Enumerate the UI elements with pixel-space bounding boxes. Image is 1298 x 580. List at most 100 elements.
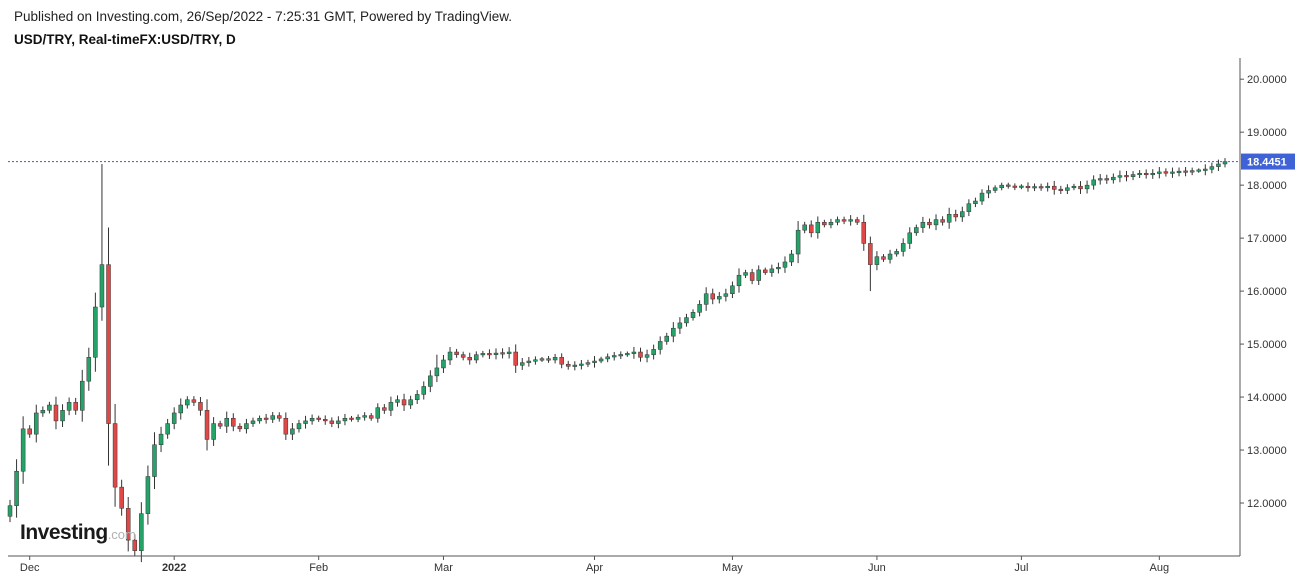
candle-body bbox=[99, 264, 105, 308]
candle-body bbox=[1143, 173, 1149, 176]
candle-body bbox=[631, 351, 637, 354]
candle bbox=[769, 264, 775, 277]
x-tick-label: 2022 bbox=[162, 562, 186, 574]
candle bbox=[132, 534, 138, 557]
candle-body bbox=[598, 358, 604, 362]
candle bbox=[474, 351, 479, 364]
candle-body bbox=[277, 415, 282, 419]
candle-body bbox=[474, 354, 479, 361]
candle bbox=[86, 347, 92, 391]
candle-body bbox=[1203, 168, 1208, 171]
candle bbox=[520, 358, 525, 370]
candle-body bbox=[1084, 184, 1090, 190]
candle bbox=[1124, 170, 1129, 182]
candle-body bbox=[257, 418, 262, 422]
candle bbox=[73, 397, 78, 415]
candle bbox=[99, 163, 105, 321]
candle-body bbox=[145, 476, 151, 514]
candle-body bbox=[421, 386, 427, 395]
x-tick-label: Feb bbox=[309, 562, 328, 574]
candle-body bbox=[1137, 173, 1142, 176]
candle-body bbox=[27, 428, 32, 435]
candle-body bbox=[1019, 185, 1024, 188]
candle bbox=[946, 207, 952, 229]
axes-layer: 12.0000 13.0000 14.0000 15.0000 16.0000 17.00… bbox=[8, 58, 1287, 574]
candle-body bbox=[828, 221, 834, 226]
candle-body bbox=[874, 256, 880, 265]
candle-body bbox=[703, 293, 709, 305]
candle-body bbox=[992, 187, 998, 191]
candle bbox=[125, 497, 131, 552]
candle bbox=[782, 256, 788, 273]
candle-body bbox=[684, 317, 689, 324]
candle-body bbox=[290, 428, 295, 435]
candle bbox=[625, 351, 630, 357]
candle-body bbox=[520, 362, 525, 366]
candle bbox=[710, 288, 715, 305]
candle-body bbox=[769, 268, 775, 273]
candle-body bbox=[999, 184, 1004, 189]
candle-body bbox=[349, 417, 354, 420]
x-tick-label: Jun bbox=[868, 562, 886, 574]
candle-body bbox=[1111, 176, 1116, 181]
candle bbox=[283, 412, 289, 440]
y-tick-label: 12.0000 bbox=[1247, 498, 1287, 510]
candle-body bbox=[40, 410, 46, 414]
candle bbox=[152, 432, 157, 490]
candle bbox=[730, 281, 735, 299]
candle bbox=[270, 411, 275, 423]
last-price-label-bg bbox=[1241, 153, 1295, 170]
candle-body bbox=[434, 367, 440, 377]
candle bbox=[27, 425, 32, 438]
candle bbox=[907, 227, 913, 249]
y-tick-label: 15.0000 bbox=[1247, 339, 1287, 351]
candle-body bbox=[355, 416, 361, 420]
candle-body bbox=[66, 402, 72, 411]
candle-body bbox=[79, 380, 85, 411]
candle-body bbox=[1150, 173, 1156, 176]
candle-body bbox=[973, 200, 978, 204]
candle bbox=[881, 254, 886, 262]
candle-body bbox=[171, 412, 177, 424]
candle-body bbox=[14, 470, 19, 506]
candle-body bbox=[690, 312, 696, 318]
candle-body bbox=[460, 354, 466, 358]
candle-body bbox=[1025, 185, 1031, 189]
candle-body bbox=[848, 219, 853, 222]
candle bbox=[874, 251, 880, 271]
candle bbox=[835, 216, 840, 226]
candle bbox=[999, 182, 1004, 191]
candle bbox=[546, 356, 551, 363]
candle bbox=[657, 336, 663, 355]
candle-body bbox=[204, 410, 210, 440]
candle-body bbox=[303, 420, 308, 424]
candle bbox=[447, 347, 453, 365]
candle bbox=[1019, 184, 1024, 190]
candle bbox=[480, 350, 486, 358]
candle-body bbox=[447, 351, 453, 361]
candle bbox=[736, 268, 742, 293]
candle-body bbox=[441, 359, 446, 369]
y-tick-label: 13.0000 bbox=[1247, 445, 1287, 457]
candle bbox=[940, 216, 945, 226]
candle bbox=[1025, 182, 1031, 192]
candle-body bbox=[414, 394, 420, 400]
candle-body bbox=[914, 227, 919, 234]
candle bbox=[861, 214, 867, 251]
candle-body bbox=[1157, 171, 1162, 174]
candle-body bbox=[185, 399, 190, 406]
candle bbox=[854, 216, 860, 225]
candle-body bbox=[1170, 171, 1175, 174]
x-tick-label: Mar bbox=[434, 562, 453, 574]
candle bbox=[1170, 167, 1175, 178]
candle-body bbox=[158, 433, 164, 445]
candle-body bbox=[697, 304, 702, 313]
candle-body bbox=[231, 418, 236, 427]
candle bbox=[401, 393, 407, 411]
candle-body bbox=[900, 243, 906, 252]
candle bbox=[1117, 170, 1123, 183]
candle bbox=[329, 417, 335, 428]
candle-body bbox=[178, 404, 184, 414]
candle-body bbox=[756, 269, 761, 281]
candle bbox=[224, 411, 229, 433]
